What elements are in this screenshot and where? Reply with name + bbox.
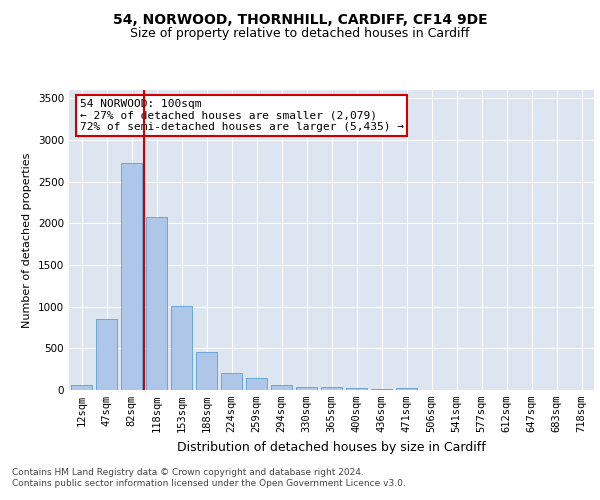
Bar — [271, 385, 292, 390]
Bar — [146, 216, 167, 390]
Bar — [246, 378, 267, 390]
Bar — [321, 386, 342, 390]
Bar — [196, 352, 217, 390]
Bar — [96, 319, 117, 390]
Y-axis label: Number of detached properties: Number of detached properties — [22, 152, 32, 328]
Text: Contains HM Land Registry data © Crown copyright and database right 2024.
Contai: Contains HM Land Registry data © Crown c… — [12, 468, 406, 487]
X-axis label: Distribution of detached houses by size in Cardiff: Distribution of detached houses by size … — [177, 440, 486, 454]
Bar — [121, 162, 142, 390]
Bar — [346, 388, 367, 390]
Text: 54, NORWOOD, THORNHILL, CARDIFF, CF14 9DE: 54, NORWOOD, THORNHILL, CARDIFF, CF14 9D… — [113, 12, 487, 26]
Text: Size of property relative to detached houses in Cardiff: Size of property relative to detached ho… — [130, 28, 470, 40]
Bar — [71, 385, 92, 390]
Bar — [171, 306, 192, 390]
Text: 54 NORWOOD: 100sqm
← 27% of detached houses are smaller (2,079)
72% of semi-deta: 54 NORWOOD: 100sqm ← 27% of detached hou… — [79, 99, 404, 132]
Bar — [221, 373, 242, 390]
Bar — [396, 388, 417, 390]
Bar — [296, 386, 317, 390]
Bar — [371, 389, 392, 390]
